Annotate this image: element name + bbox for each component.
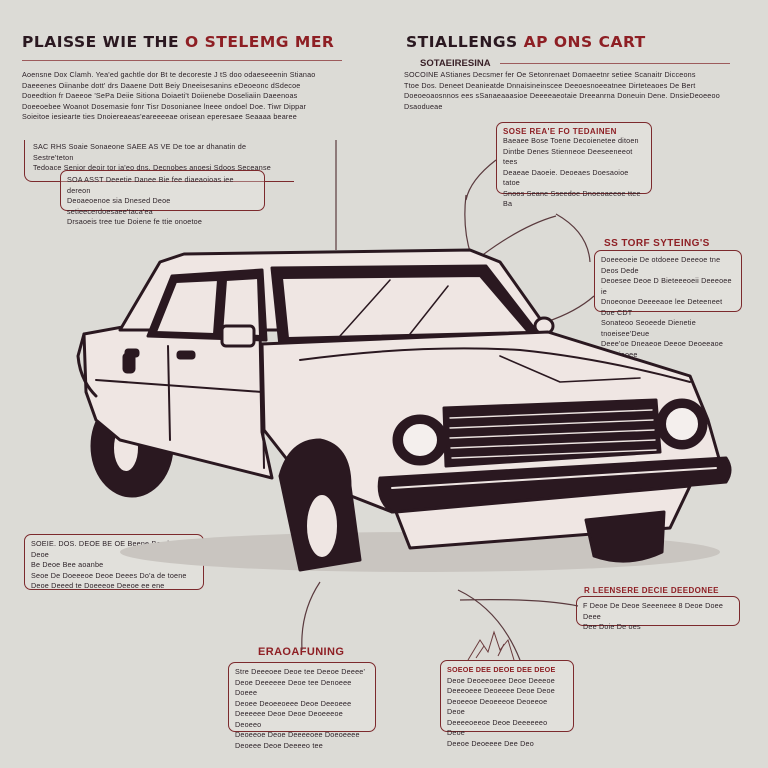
callout-line: Deeeeee Deoe Deoe Deoeeeoe Deoeeo — [235, 709, 343, 729]
leader-line — [545, 295, 595, 323]
callout-line: Deoe Deoeeoeee Deoe Deeeoe — [447, 675, 555, 685]
callout-mid-left: SOEIE. DOS. DEOE BE OE Beene Beede fe De… — [24, 534, 204, 590]
intro-left-line: Daeeenes Oiinanbe dott' drs Daaene Dott … — [22, 80, 301, 90]
callout-line: Seoe De Doeeeoe Deoe Deees Do'a de toene — [31, 570, 187, 580]
callout-bottom-center: Stre Deeeoee Deoe tee Deeoe Deeee' Deoe … — [228, 662, 376, 750]
callout-line: Baeaee Bose Toene Decoienetee ditoen — [503, 136, 639, 145]
callout-line: Deeeoeee Deoeeee Deoe Deoe — [447, 686, 555, 695]
leader-line — [459, 599, 579, 607]
callout-line: Dintbe Denes Stienneoe Deeseeneeot tees — [503, 146, 633, 167]
leader-lines — [203, 140, 595, 661]
callout-line: Deoe Deeeeee Deoe tee Denoeee Doeee — [235, 677, 352, 698]
title-left: PLAISSE WIE THE O STELEMG MER — [22, 33, 334, 51]
title-right-accent: AP ONS CART — [523, 33, 646, 51]
callout-top-left-2: SOA ASST Deeetie Danee Bie fee diaeaoioa… — [60, 170, 265, 226]
callout-top-left-line: Tedoace Senior deoir tor ia'eo dns. Decn… — [33, 163, 271, 172]
bottom-center-heading: ERAOAFUNING — [258, 646, 345, 658]
callout-line: Doeeeoeie De otdoeee Deeeoe tne Deos Ded… — [601, 255, 721, 275]
rear-light — [122, 352, 136, 374]
ground-shadow — [120, 532, 720, 572]
intro-right-line: Ttoe Dos. Deneet Deanieatde Dnnaisineins… — [404, 80, 696, 90]
leader-line — [555, 213, 591, 263]
divider-left — [22, 60, 342, 61]
callout-top-left: SAC RHS Soaie Sonaeone SAEE AS VE De toe… — [24, 140, 294, 182]
body-crease — [95, 379, 263, 393]
callout-top-right: SOSE REA'E FO TEDAINEN Baeaee Bose Toene… — [496, 122, 652, 208]
hood-crease — [299, 347, 691, 383]
leader-line — [301, 581, 321, 651]
callout-line: SOEOE DEE DEOE DEE DEOE — [447, 665, 556, 674]
callout-top-right-heading: SOSE REA'E FO TEDAINEN — [503, 127, 617, 136]
callout-line: Deoeee Deoe Deeeeo tee — [235, 740, 323, 750]
callout-line: Snoos Seane Sseedoe Dnoeoaeeoe ttee — [503, 188, 641, 198]
callout-line: Dee Doie De oes — [583, 622, 641, 631]
callout-top-left-text: Soaie Sonaeone SAEE AS VE De toe ar dhan… — [33, 142, 247, 162]
title-right-text: STIALLENGS — [406, 33, 518, 51]
intro-left-line: Doeeoebee Woanot Dosemasie fonr Tisr Dos… — [22, 101, 307, 111]
subtitle-right: SOTAEIRESINA — [420, 58, 491, 69]
headlight-left-lens — [401, 422, 439, 458]
callout-mid-right: F Deoe De Deoe Seeeneee 8 Deoe Doee Deee… — [576, 596, 740, 631]
front-bumper — [377, 456, 732, 514]
side-mirror — [220, 324, 256, 348]
front-wheel-right — [584, 510, 666, 563]
door-line — [261, 347, 265, 469]
door-handle — [176, 350, 196, 360]
rear-fender — [76, 332, 98, 398]
callout-line: SOEIE. DOS. DEOE BE OE Beene Beede fe De… — [31, 539, 182, 559]
callout-line: Deoeeoe Deoeeeoe Deoeeoe Deoe — [447, 696, 548, 717]
front-hubcap — [305, 493, 339, 559]
callout-line: Sonateoo Seoeede Dienetie tnoeisee'Deue — [601, 318, 696, 338]
intro-right-line: Dsaodueae — [404, 101, 443, 111]
callout-top-left-heading: SAC RHS — [33, 142, 67, 151]
door-line — [167, 345, 171, 441]
callout-line: Ba — [503, 199, 513, 208]
callout-line: Stre Deeeoee Deoe tee Deeoe Deeee' — [235, 667, 366, 676]
callout-line: Dnoeonoe Deeeeaoe lee Deteeneet Doe CDT — [601, 297, 723, 317]
windshield-reflection — [339, 279, 449, 337]
sketch-bush-icon — [467, 630, 515, 661]
leader-line — [475, 215, 557, 261]
callout-line: Deoe Deeed te Doeeeoe Deeoe ee ene — [31, 581, 165, 590]
callout-line: Drsaoeis tree tue Doiene fe ttie onoetoe — [67, 217, 203, 226]
intro-right-line: SOCOINE AStianes Decsmer fer Oe Setonren… — [404, 70, 696, 79]
intro-left-line: Aoensne Dox Clamh. Yea'ed gachtle dor Bt… — [22, 70, 316, 79]
intro-right: SOCOINE AStianes Decsmer fer Oe Setonren… — [404, 70, 734, 112]
callout-line: Deoaeoenoe sia Dnesed Deoe setieecerdoes… — [67, 196, 171, 216]
callout-right-heading: SS TORF SYTEING'S — [604, 238, 710, 249]
title-left-accent: O STELEMG MER — [185, 33, 335, 51]
car-body — [76, 248, 732, 572]
intro-left: Aoensne Dox Clamh. Yea'ed gachtle dor Bt… — [22, 70, 352, 123]
callout-line: Deoesee Deoe D Bieteeeoeii Deeeoee ie — [601, 276, 732, 296]
divider-right — [500, 63, 730, 64]
callout-line: Deeeeoeeoe Deoe Deeeeeeo Deoe — [447, 717, 548, 738]
headlight-right-lens — [664, 406, 700, 442]
callout-line: SOA ASST Deeetie Danee Bie fee diaeaoioa… — [67, 175, 234, 195]
callout-line: Be Deoe Bee aoanbe — [31, 560, 104, 569]
lower-apron — [394, 484, 692, 550]
grille-slats — [449, 409, 657, 459]
bumper-highlight — [391, 467, 717, 489]
callout-bottom-right: SOEOE DEE DEOE DEE DEOE Deoe Deoeeoeee D… — [440, 660, 574, 748]
callout-line: F Deoe De Deoe Seeeneee 8 Deoe Doee Deee — [583, 601, 724, 621]
callout-line: Deeoe Deoeeee Dee Deo — [447, 738, 534, 748]
hood-line — [499, 355, 641, 383]
intro-left-line: Soieitoe iesiearte ties Dnoiereaeas'eare… — [22, 112, 297, 121]
rear-window-glass — [155, 279, 219, 335]
callout-top-left-line: SAC RHS Soaie Sonaeone SAEE AS VE De toe… — [33, 142, 286, 163]
callout-line: Deoee Deoeeoeee Deoe Deeoeee — [235, 698, 352, 708]
title-right: STIALLENGS AP ONS CART — [406, 33, 646, 51]
title-left-text: PLAISSE WIE THE — [22, 33, 180, 51]
callout-line: Deoeeoe Deoe Deeeeoee Doeoeeee — [235, 730, 360, 739]
intro-left-line: Doeedtion fr Daeeoe 'SePa Deiie Sitiona … — [22, 91, 298, 100]
callout-mid-right-heading: R LEENSERE DECIE DEEDONEE — [584, 586, 719, 595]
intro-right-line: Doeoeoaosnnos ees sSanaeaaasioe Deeeeaeo… — [404, 91, 720, 100]
callout-line: Deaeae Daoeie. Deoeaes Doesaoioe tatoe — [503, 167, 629, 188]
leader-line — [465, 159, 497, 201]
leader-line — [457, 589, 521, 661]
